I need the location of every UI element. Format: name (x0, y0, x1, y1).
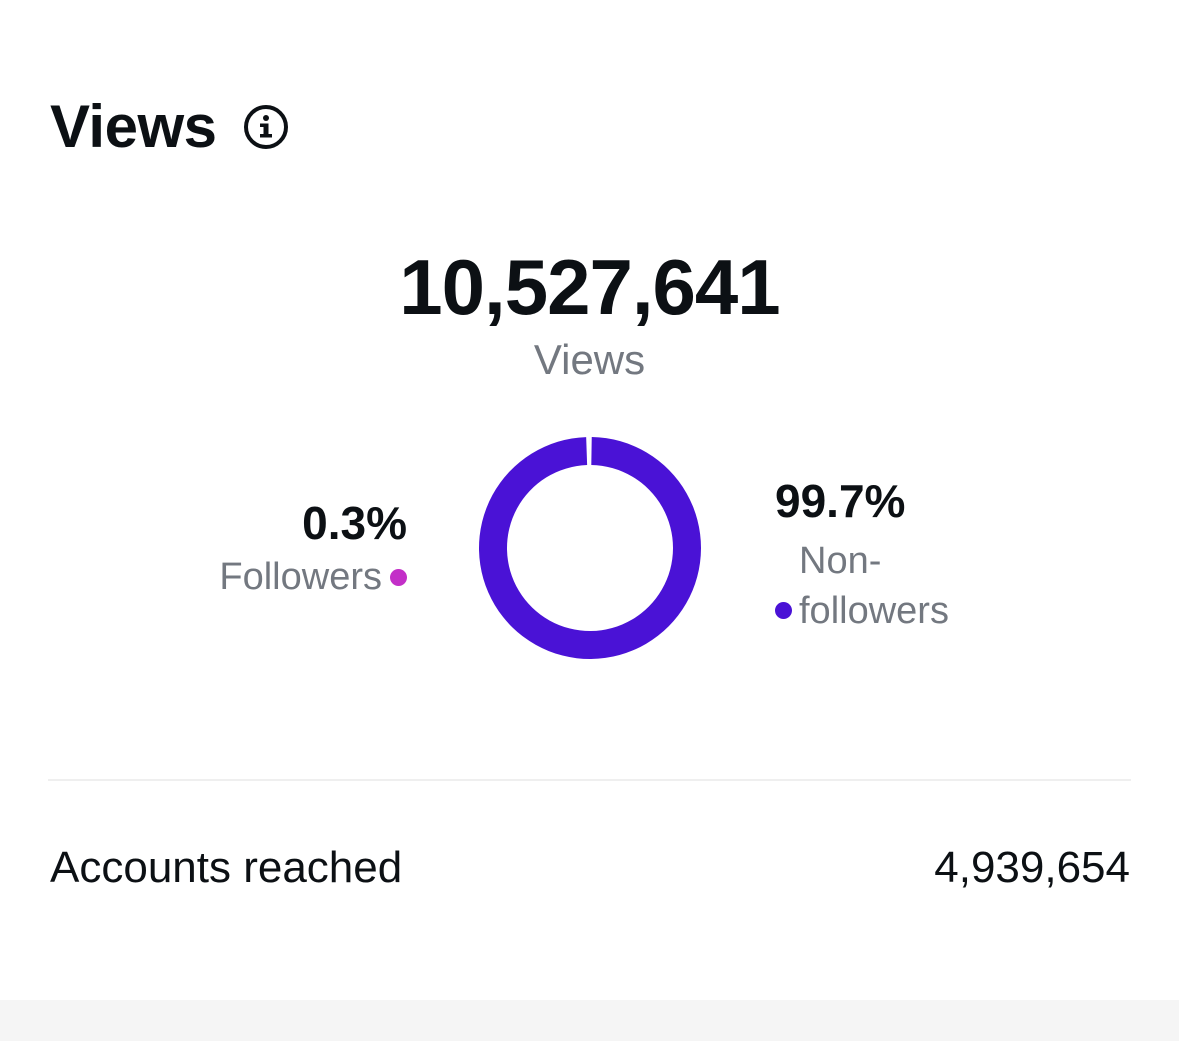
views-donut-chart (479, 437, 701, 659)
non-followers-dot (775, 602, 792, 619)
total-views-label: Views (533, 336, 646, 383)
views-card: Views 10,527,641 Views 0.3% Followers 99… (48, 92, 1131, 896)
card-header: Views (50, 92, 289, 162)
donut-slice-non-followers (479, 437, 701, 659)
followers-label: Followers (219, 556, 382, 598)
bottom-separator (0, 1000, 1179, 1041)
followers-label-row: Followers (219, 552, 407, 602)
non-followers-label-row: Non- followers (775, 530, 989, 636)
non-followers-legend: 99.7% Non- followers (775, 472, 989, 636)
accounts-reached-value: 4,939,654 (934, 843, 1130, 892)
section-divider (48, 779, 1131, 781)
followers-dot (390, 568, 407, 586)
non-followers-label-line2: followers (799, 590, 949, 632)
followers-percent: 0.3% (302, 497, 407, 549)
non-followers-label-line1: Non- (799, 540, 882, 582)
followers-legend: 0.3% Followers (219, 494, 407, 602)
non-followers-percent: 99.7% (775, 475, 906, 527)
info-icon[interactable] (243, 104, 289, 150)
total-views-value: 10,527,641 (399, 243, 780, 331)
card-title: Views (50, 93, 217, 160)
non-followers-label: Non- followers (799, 536, 989, 636)
accounts-reached-row: Accounts reached 4,939,654 (50, 840, 1130, 896)
accounts-reached-label: Accounts reached (50, 843, 403, 892)
